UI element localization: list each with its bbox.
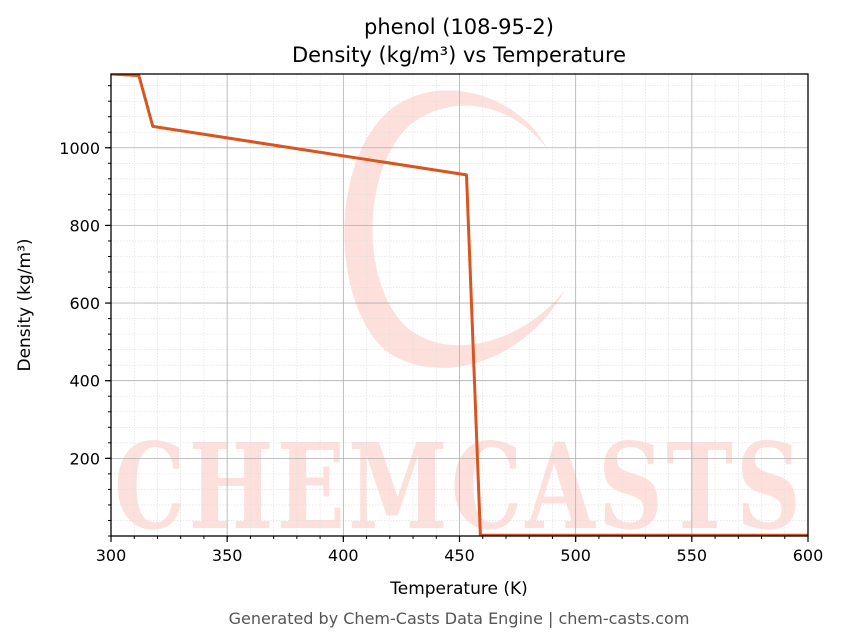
x-tick-label: 350 (212, 546, 243, 565)
footer-credit: Generated by Chem-Casts Data Engine | ch… (229, 609, 690, 628)
x-axis: 300 350 400 450 500 550 600 (96, 536, 824, 565)
x-tick-label: 500 (560, 546, 591, 565)
y-axis-label: Density (kg/m³) (15, 238, 35, 371)
watermark-text: CHEMCASTS (114, 417, 804, 556)
x-axis-label: Temperature (K) (389, 579, 528, 599)
x-tick-label: 550 (677, 546, 708, 565)
x-tick-label: 450 (444, 546, 475, 565)
x-tick-label: 400 (328, 546, 359, 565)
chart-title: phenol (108-95-2) (364, 15, 554, 39)
y-tick-label: 400 (69, 372, 100, 391)
x-tick-label: 300 (96, 546, 127, 565)
y-tick-label: 600 (69, 294, 100, 313)
y-tick-label: 200 (69, 449, 100, 468)
x-tick-label: 600 (793, 546, 824, 565)
y-tick-label: 1000 (59, 139, 100, 158)
chemcasts-watermark: CHEMCASTS (114, 90, 804, 556)
y-tick-label: 800 (69, 216, 100, 235)
y-axis: 200 400 600 800 1000 (59, 85, 111, 537)
chart-subtitle: Density (kg/m³) vs Temperature (292, 43, 626, 67)
major-grid (110, 74, 809, 536)
density-series-line (111, 74, 808, 536)
